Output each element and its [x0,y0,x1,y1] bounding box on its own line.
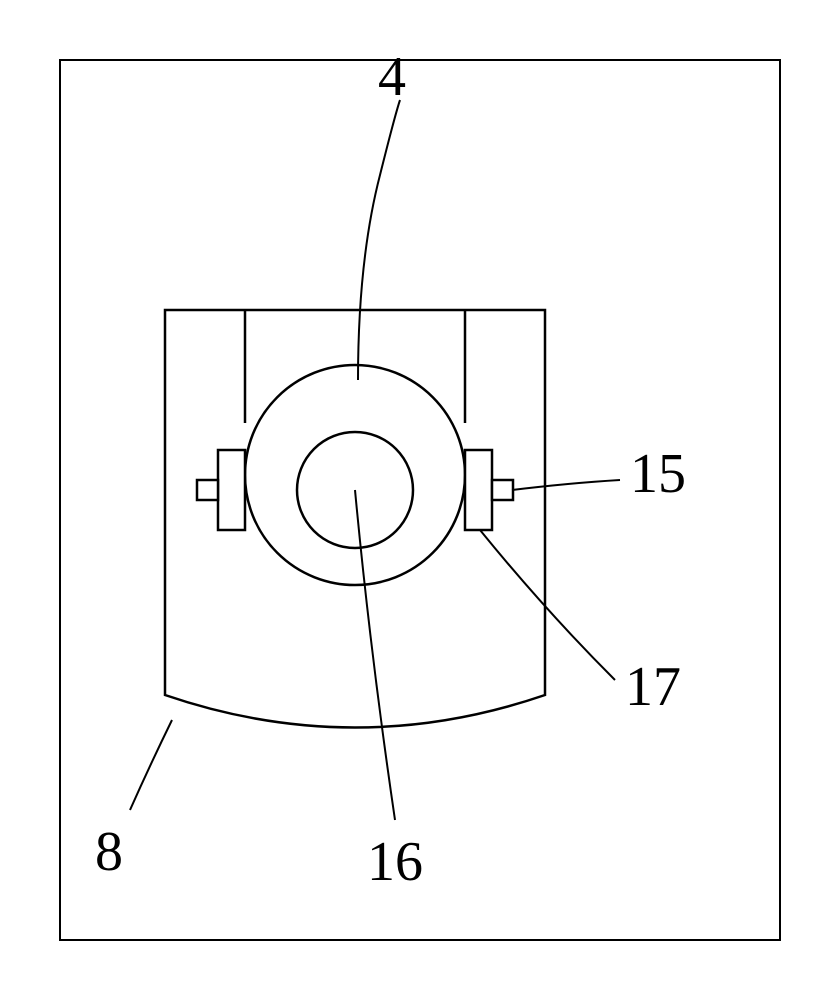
leader-8 [130,720,172,810]
label-4: 4 [378,45,406,109]
outer-circle [245,365,465,585]
right-bracket-pin [492,480,513,500]
leader-17 [480,530,615,680]
right-bracket-outer [465,450,492,530]
left-bracket-outer [218,450,245,530]
leader-15 [512,480,620,490]
label-15: 15 [630,442,686,506]
left-bracket-pin [197,480,218,500]
leader-16 [355,490,395,820]
leader-4 [358,100,400,380]
label-8: 8 [95,820,123,884]
label-16: 16 [367,830,423,894]
label-17: 17 [625,655,681,719]
